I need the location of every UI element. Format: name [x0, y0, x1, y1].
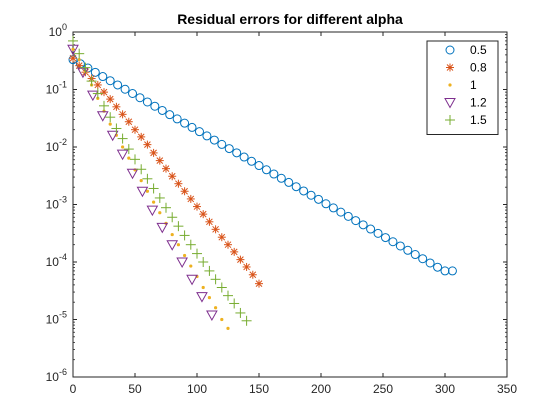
x-tick-label: 150: [249, 382, 269, 396]
data-point-asterisk: [243, 263, 251, 271]
y-tick-label: 10-3: [46, 195, 67, 212]
data-point-asterisk: [150, 149, 158, 157]
data-point-point: [214, 306, 217, 309]
data-point-asterisk: [168, 172, 176, 180]
data-point-asterisk: [205, 218, 213, 226]
legend-box: [427, 41, 498, 135]
data-point-asterisk: [212, 225, 220, 233]
y-tick-label: 10-1: [46, 80, 67, 97]
x-tick-label: 350: [497, 382, 517, 396]
y-tick-label-exponent: -5: [59, 310, 67, 320]
y-tick-label: 10-5: [46, 310, 67, 327]
data-point-asterisk: [100, 88, 108, 96]
data-point-point: [158, 211, 161, 214]
chart-title: Residual errors for different alpha: [177, 11, 403, 27]
y-tick-label-exponent: -4: [59, 252, 67, 262]
data-point-asterisk: [143, 141, 151, 149]
data-point-point: [177, 243, 180, 246]
data-point-point: [189, 264, 192, 267]
data-point-asterisk: [106, 95, 114, 103]
data-point-point: [226, 327, 229, 330]
y-tick-label: 10-2: [46, 137, 67, 154]
y-tick-label-exponent: -2: [59, 137, 67, 147]
y-tick-label-base: 10: [46, 255, 60, 269]
data-point-asterisk: [218, 233, 226, 241]
x-tick-label: 200: [311, 382, 331, 396]
data-point-asterisk: [224, 241, 232, 249]
y-tick-label-exponent: -1: [59, 80, 67, 90]
data-point-point: [202, 286, 205, 289]
y-tick-label: 10-4: [46, 252, 67, 269]
x-tick-label: 50: [128, 382, 142, 396]
data-point-point: [71, 48, 74, 51]
y-tick-label-base: 10: [46, 198, 60, 212]
legend-label: 0.8: [470, 61, 487, 75]
data-point-asterisk: [69, 54, 77, 62]
y-tick-label-base: 10: [46, 83, 60, 97]
y-tick-label-exponent: -3: [59, 195, 67, 205]
x-tick-label: 0: [70, 382, 77, 396]
data-point-asterisk: [112, 103, 120, 111]
y-tick-label: 100: [49, 22, 67, 39]
data-point-point: [220, 318, 223, 321]
data-point-asterisk: [249, 271, 257, 279]
data-point-asterisk: [162, 165, 170, 173]
data-point-point: [140, 179, 143, 182]
data-point-point: [208, 296, 211, 299]
data-point-asterisk: [187, 195, 195, 203]
data-point-point: [127, 157, 130, 160]
data-point-point: [183, 254, 186, 257]
legend-marker-point: [448, 83, 451, 86]
y-tick-label-exponent: -6: [59, 367, 67, 377]
data-point-asterisk: [230, 248, 238, 256]
legend-label: 1.2: [470, 96, 487, 110]
data-point-asterisk: [193, 203, 201, 211]
data-point-asterisk: [199, 210, 207, 218]
legend-label: 0.5: [470, 43, 487, 57]
data-point-asterisk: [131, 126, 139, 134]
legend-marker-asterisk: [446, 64, 454, 72]
data-point-point: [109, 123, 112, 126]
data-point-asterisk: [94, 81, 102, 89]
y-tick-label-exponent: 0: [62, 22, 67, 32]
legend-label: 1: [470, 78, 477, 92]
y-tick-label-base: 10: [46, 370, 60, 384]
data-point-asterisk: [137, 133, 145, 141]
data-point-point: [152, 201, 155, 204]
data-point-asterisk: [236, 256, 244, 264]
legend-label: 1.5: [470, 113, 487, 127]
data-point-asterisk: [156, 157, 164, 165]
data-point-asterisk: [119, 110, 127, 118]
data-point-asterisk: [174, 180, 182, 188]
data-point-point: [121, 145, 124, 148]
y-tick-label-base: 10: [46, 313, 60, 327]
y-tick-label-base: 10: [49, 25, 63, 39]
data-point-asterisk: [125, 118, 133, 126]
x-tick-label: 300: [435, 382, 455, 396]
x-tick-label: 250: [373, 382, 393, 396]
x-tick-label: 100: [187, 382, 207, 396]
y-tick-label-base: 10: [46, 140, 60, 154]
data-point-asterisk: [181, 187, 189, 195]
legend: 0.5 0.8 1 1.2 1.5: [427, 41, 498, 135]
data-point-point: [171, 233, 174, 236]
data-point-asterisk: [255, 280, 263, 288]
y-tick-label: 10-6: [46, 367, 67, 384]
